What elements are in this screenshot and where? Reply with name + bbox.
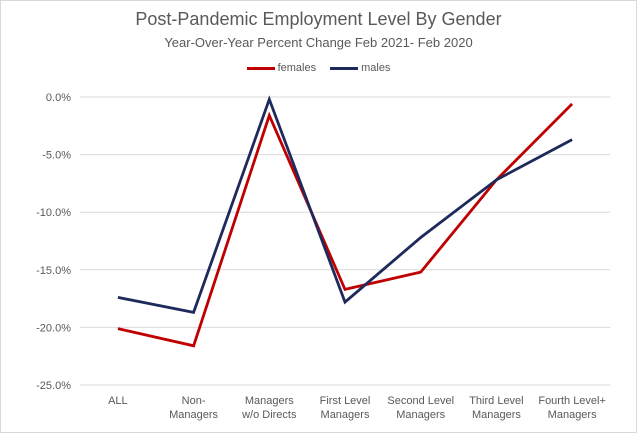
x-tick-label: Non-Managers	[169, 395, 218, 421]
y-tick-label: -5.0%	[42, 150, 71, 162]
y-tick-label: -20.0%	[36, 322, 71, 334]
legend-item-females: females	[246, 62, 317, 74]
series-line-males	[117, 95, 573, 315]
x-tick-label: ALL	[108, 395, 128, 407]
legend-swatch-males	[330, 66, 359, 70]
chart-subtitle: Year-Over-Year Percent Change Feb 2021- …	[164, 35, 473, 50]
x-tick-label: Fourth Level+ Managers	[538, 395, 606, 421]
x-tick-label: Third Level Managers	[469, 395, 523, 421]
legend: females males	[0, 62, 637, 74]
legend-item-males: males	[330, 62, 390, 74]
x-tick-label: Managers w/o Directs	[241, 395, 297, 421]
y-tick-label: 0.0%	[46, 92, 71, 104]
y-tick-label: -15.0%	[36, 265, 71, 277]
y-tick-label: -25.0%	[36, 380, 71, 392]
x-tick-label: Second Level Managers	[387, 395, 454, 421]
x-tick-label: First Level Managers	[320, 395, 371, 421]
y-tick-label: -10.0%	[36, 207, 71, 219]
legend-label-males: males	[361, 62, 391, 74]
legend-swatch-females	[246, 66, 275, 70]
chart-title: Post-Pandemic Employment Level By Gender	[135, 9, 502, 29]
legend-label-females: females	[277, 62, 317, 74]
